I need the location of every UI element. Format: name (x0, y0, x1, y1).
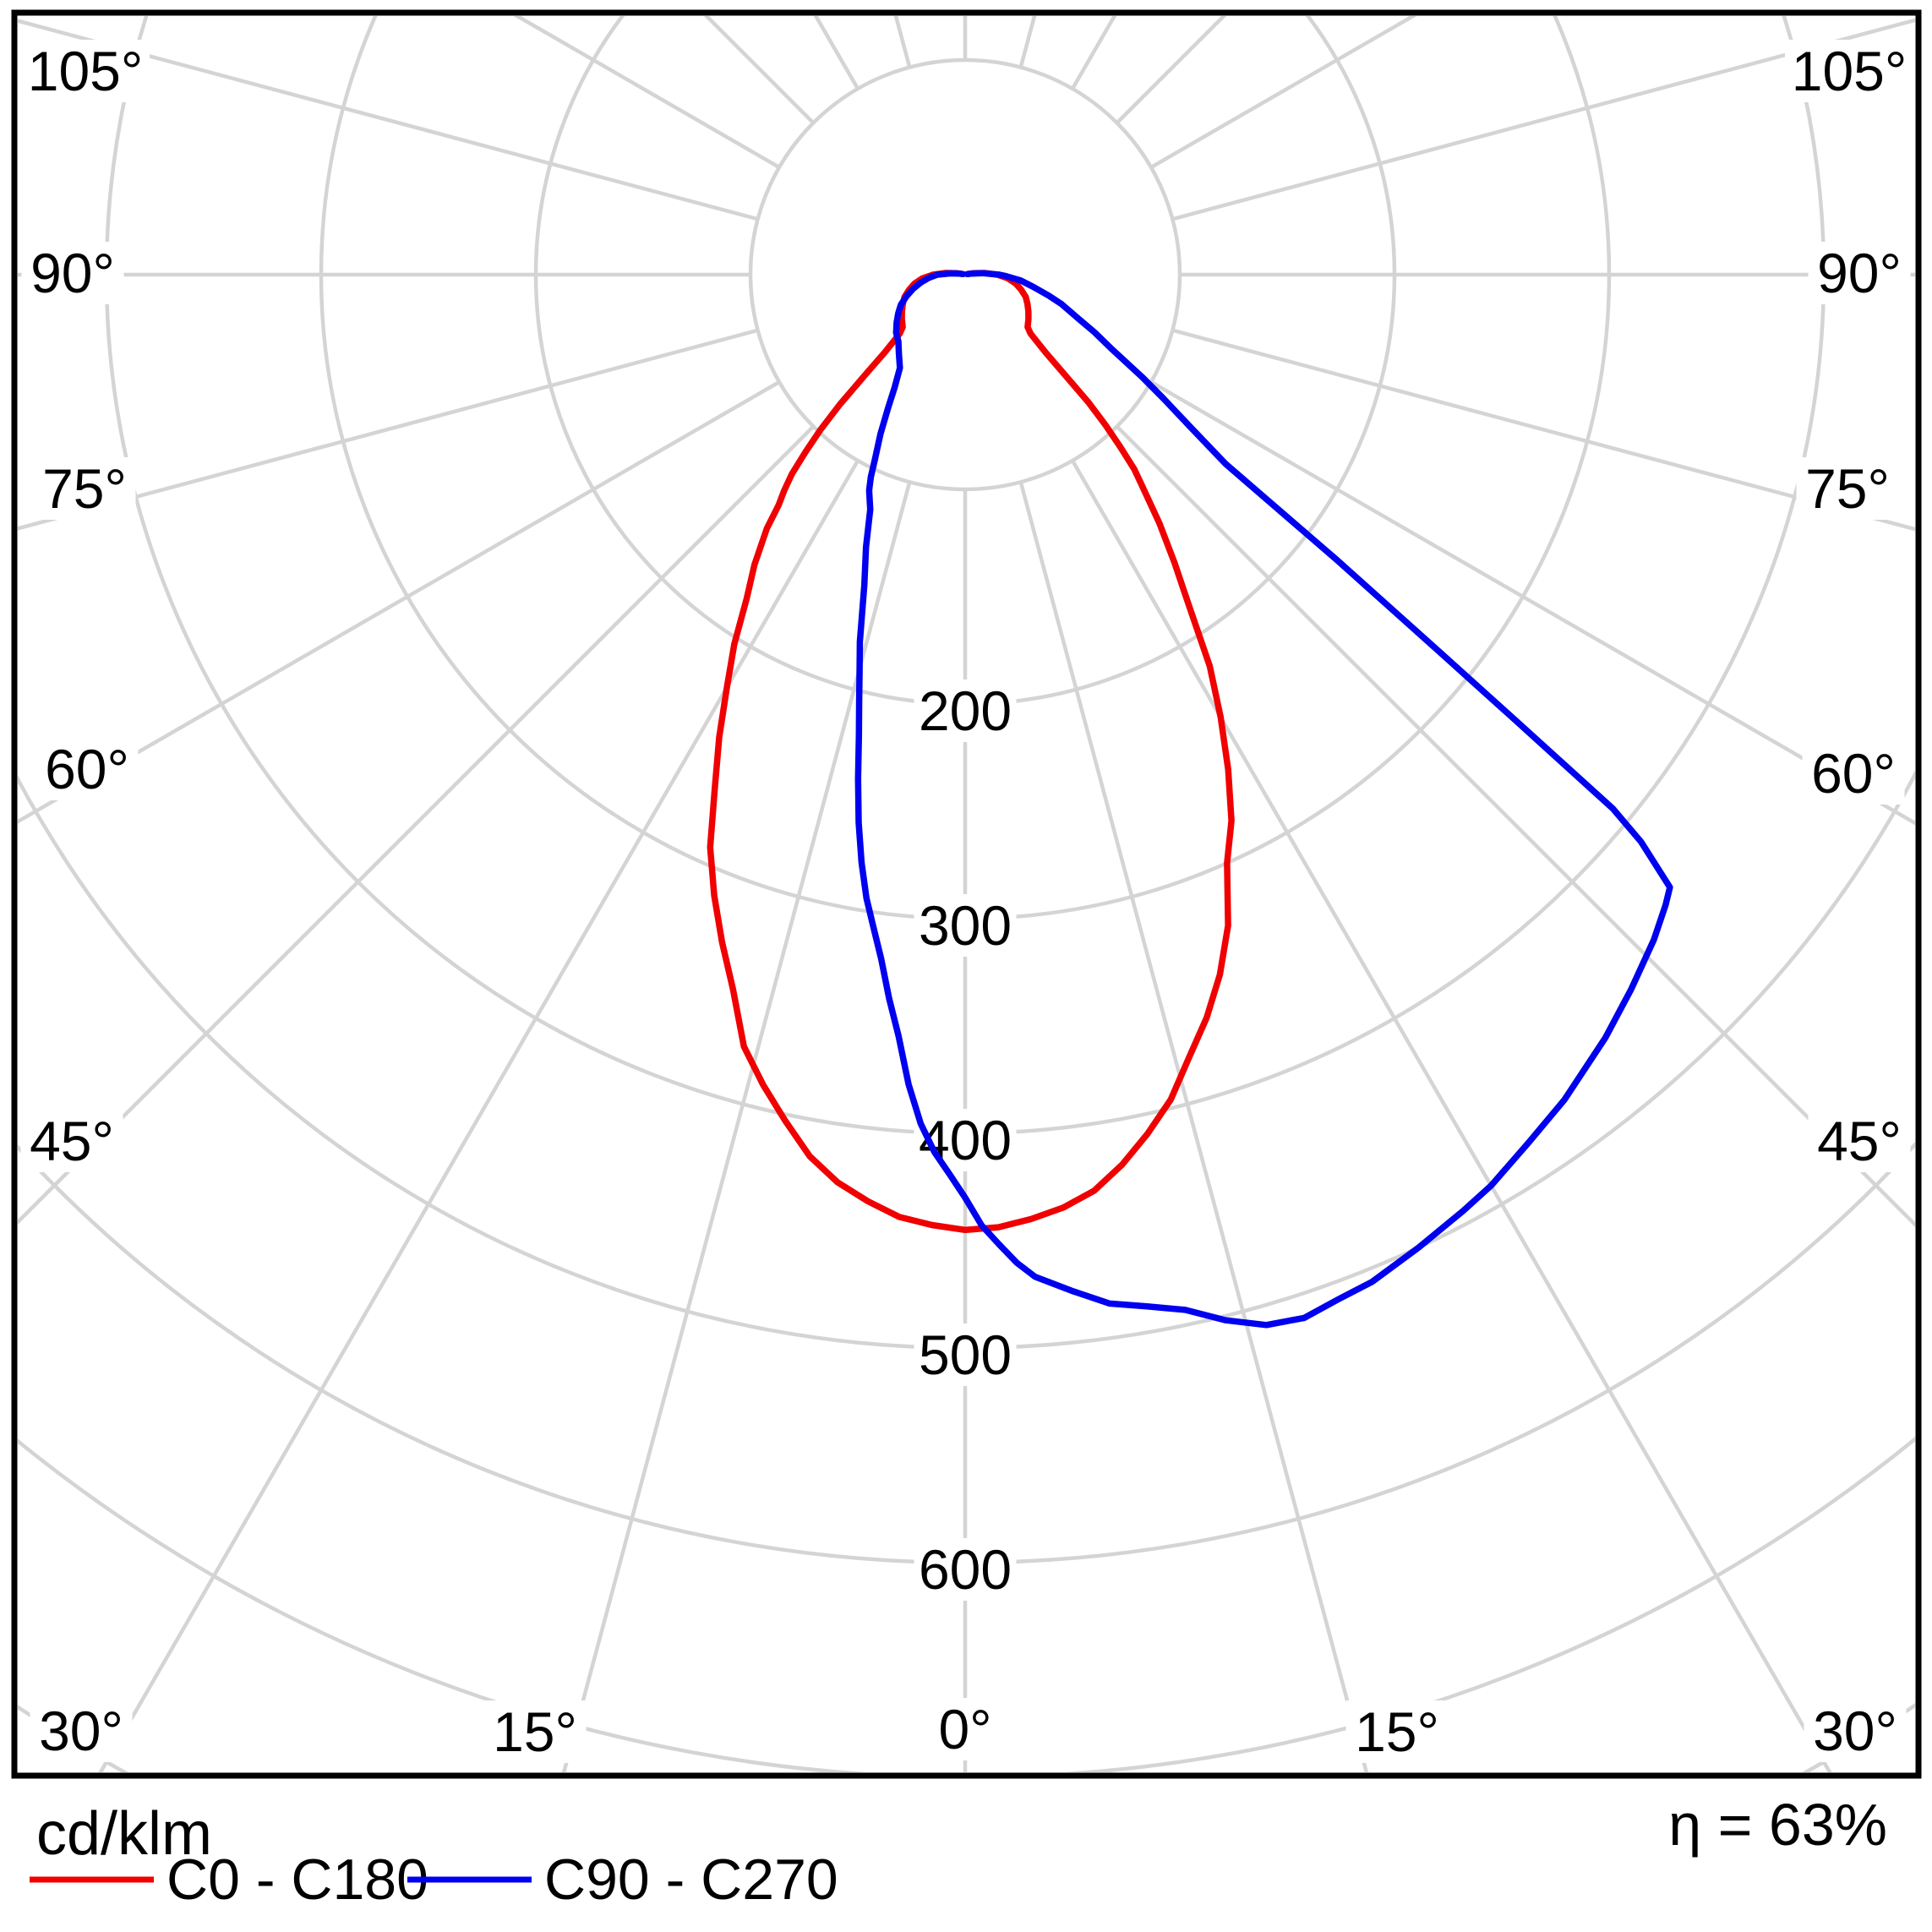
angle-label: 45° (1817, 1110, 1902, 1172)
angle-label-bg (1785, 40, 1913, 102)
angle-label-bg (33, 457, 136, 520)
angle-label-bg (483, 1700, 587, 1763)
grid-ray-45deg (1116, 425, 1915, 1228)
angle-label: 60° (1811, 742, 1896, 805)
angle-label-bg (30, 1700, 133, 1762)
angle-label: 90° (30, 242, 115, 304)
angle-label: 90° (1817, 242, 1902, 304)
ring-label: 300 (919, 894, 1012, 957)
ring-label: 600 (919, 1538, 1012, 1601)
angle-label: 15° (1355, 1700, 1439, 1763)
axis-labels: 105° 90° 75° 60° 45° 105° 90° 75° 60° 45° 30° 15° 0°… (20, 40, 1913, 1763)
angle-label-bg (1345, 1700, 1449, 1763)
legend-label-c0-c180: C0 - C180 (166, 1847, 428, 1912)
grid-ray--15deg (561, 481, 912, 1772)
curve-C0-C180 (707, 270, 1235, 1234)
grid-ray--105deg (18, 19, 759, 221)
grid-ray--30deg (98, 459, 860, 1772)
legend-label-c90-c270: C90 - C270 (544, 1847, 838, 1912)
angle-label-bg (35, 738, 139, 800)
angle-label: 75° (1805, 457, 1890, 520)
grid-ray-105deg (1171, 18, 1915, 221)
ring-label: 500 (919, 1323, 1012, 1386)
grid-ray--45deg (18, 425, 815, 1225)
angle-label-bg (1802, 742, 1905, 805)
ring-label-bg (914, 679, 1017, 742)
angle-label: 105° (28, 40, 144, 102)
angle-label-bg (1796, 457, 1899, 520)
ring-label-bg (914, 1538, 1017, 1601)
angle-label: 105° (1792, 40, 1907, 102)
efficiency-label: η = 63% (1668, 1792, 1887, 1858)
grid-ray-30deg (1071, 459, 1832, 1772)
angle-label-bg (20, 1110, 123, 1172)
angle-label-bg (927, 1698, 1003, 1760)
grid-ray--60deg (18, 380, 781, 824)
angle-label: 75° (42, 457, 127, 520)
ring-label-bg (914, 894, 1017, 957)
angle-label-bg (21, 40, 150, 102)
grid-ray-75deg (1171, 328, 1915, 532)
ring-label: 400 (919, 1109, 1012, 1171)
angle-label-bg (1804, 1700, 1907, 1762)
grid-ray-60deg (1149, 380, 1915, 826)
plot-border (11, 9, 1922, 1779)
angle-label-bg (1808, 242, 1911, 304)
angle-label: 0° (938, 1698, 991, 1760)
units-label: cd/klm (36, 1800, 212, 1868)
ring-label-bg (914, 1323, 1017, 1386)
angle-label: 30° (1813, 1700, 1897, 1762)
angle-label: 45° (30, 1110, 114, 1172)
angle-label-bg (21, 242, 124, 304)
angle-label: 15° (493, 1700, 577, 1763)
legend: C0 - C180 C90 - C270 (30, 1847, 838, 1912)
grid-ray--75deg (18, 328, 759, 531)
intensity-curves (707, 270, 1673, 1329)
grid-ray-15deg (1018, 481, 1369, 1772)
ring-label: 200 (919, 679, 1012, 742)
angle-label: 30° (39, 1700, 123, 1762)
angle-label-bg (1808, 1110, 1911, 1172)
angle-label: 60° (45, 738, 129, 800)
curve-C90-C270 (854, 270, 1673, 1329)
